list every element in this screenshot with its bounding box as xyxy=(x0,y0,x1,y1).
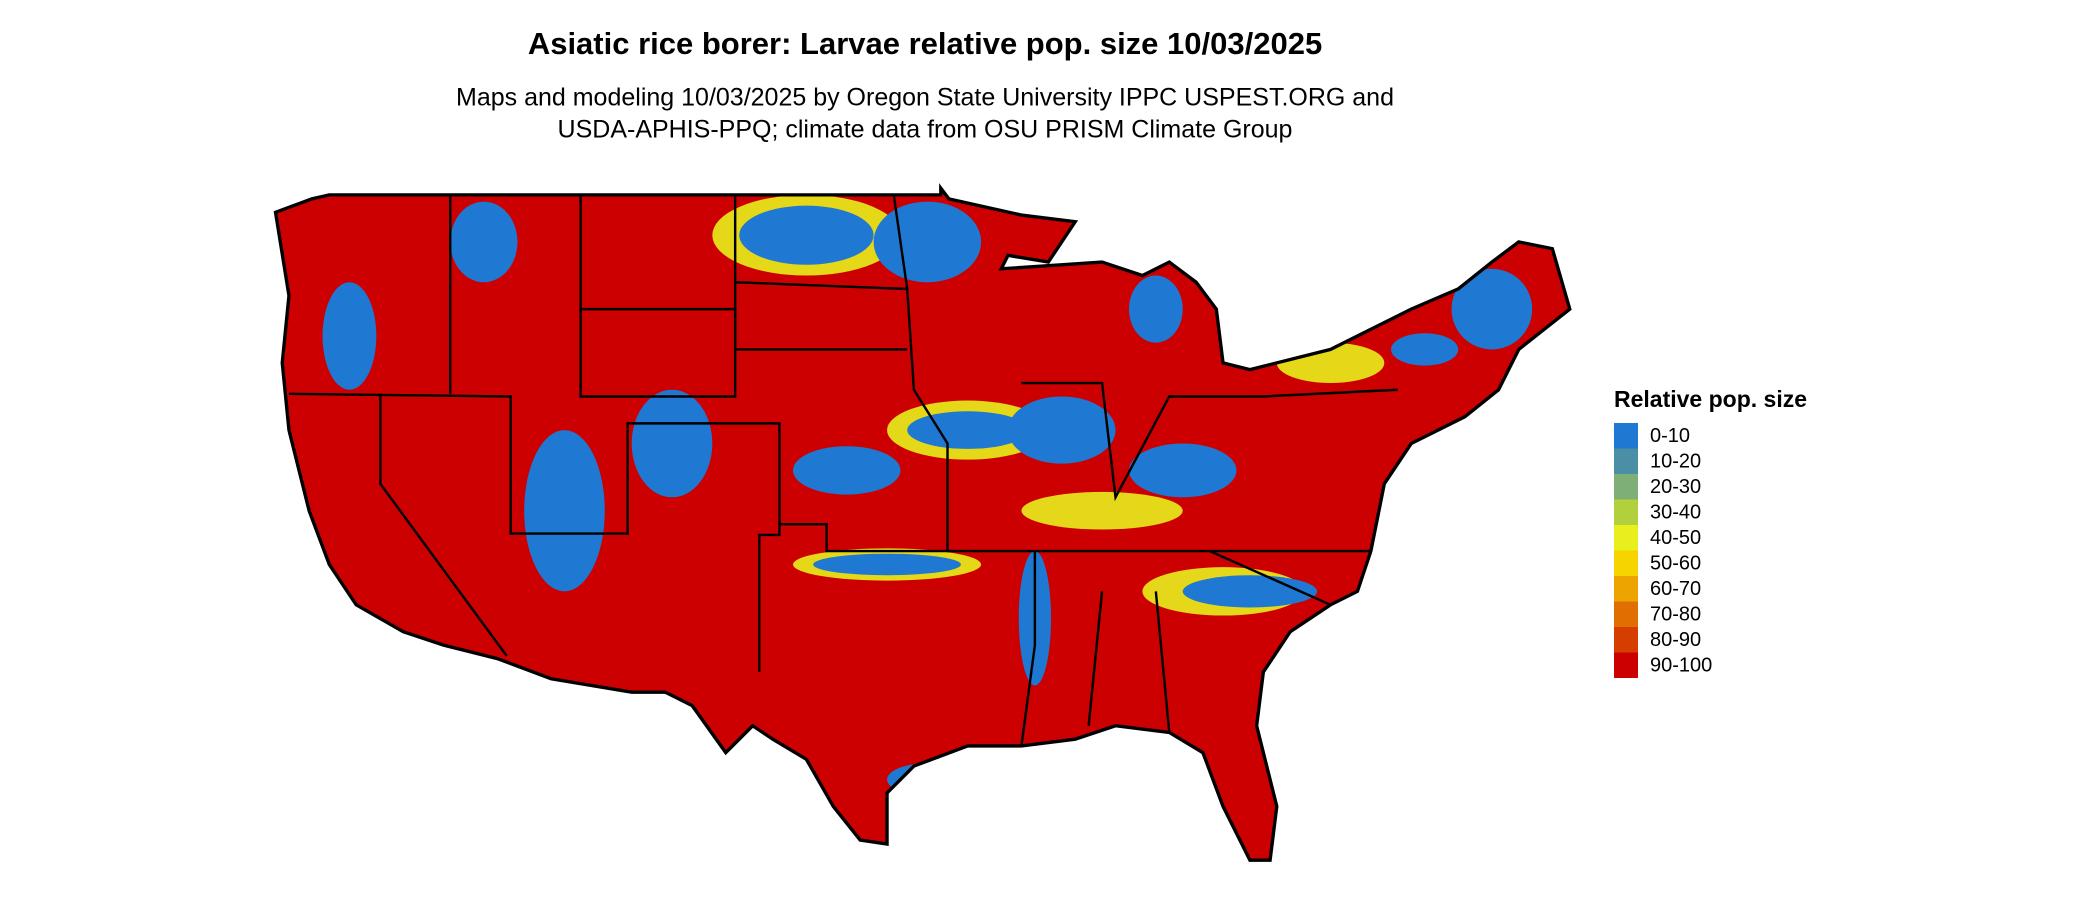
legend-swatch xyxy=(1614,423,1638,449)
subtitle-line: Maps and modeling 10/03/2025 by Oregon S… xyxy=(456,84,1394,112)
legend-label: 60-70 xyxy=(1650,578,1701,600)
legend-title: Relative pop. size xyxy=(1614,386,1807,412)
us-map xyxy=(273,183,1572,862)
legend-swatch xyxy=(1614,499,1638,525)
subtitle-line: USDA-APHIS-PPQ; climate data from OSU PR… xyxy=(558,116,1293,144)
legend-label: 50-60 xyxy=(1650,553,1701,575)
legend-swatch xyxy=(1614,652,1638,678)
legend-swatch xyxy=(1614,601,1638,627)
legend: 0-10 10-20 20-30 30-40 40-50 50-60 60-70 70-80 8… xyxy=(1614,423,1712,678)
legend-swatch xyxy=(1614,474,1638,500)
legend-label: 80-90 xyxy=(1650,629,1701,651)
legend-label: 30-40 xyxy=(1650,502,1701,524)
legend-label: 40-50 xyxy=(1650,527,1701,549)
legend-swatch xyxy=(1614,448,1638,474)
legend-label: 10-20 xyxy=(1650,451,1701,473)
legend-label: 20-30 xyxy=(1650,476,1701,498)
legend-swatch xyxy=(1614,525,1638,551)
legend-swatch xyxy=(1614,550,1638,576)
title: Asiatic rice borer: Larvae relative pop.… xyxy=(528,26,1322,61)
legend-label: 90-100 xyxy=(1650,655,1712,677)
legend-swatch xyxy=(1614,627,1638,653)
legend-swatch xyxy=(1614,576,1638,602)
legend-label: 0-10 xyxy=(1650,425,1690,447)
legend-label: 70-80 xyxy=(1650,604,1701,626)
